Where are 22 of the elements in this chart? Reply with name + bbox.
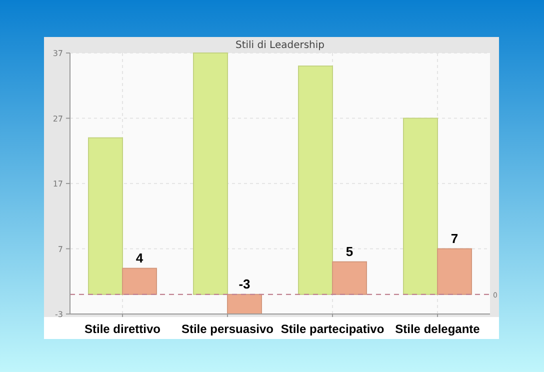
bar [437, 248, 472, 295]
bar [227, 294, 262, 314]
x-tick-label: Stile delegante [395, 322, 480, 336]
x-tick-label: Stile persuasivo [181, 322, 274, 336]
y-tick-label: 37 [52, 49, 63, 58]
y-tick-label: -3 [55, 310, 63, 319]
y-tick-label: 17 [52, 180, 63, 188]
data-label: 7 [450, 230, 458, 246]
bar [88, 137, 123, 295]
data-label: 5 [346, 244, 354, 259]
bar [332, 261, 367, 295]
chart-title: Stili di Leadership [235, 40, 325, 51]
x-tick-label: Stile direttivo [84, 322, 161, 336]
x-tick-label: Stile partecipativo [280, 322, 384, 336]
data-label: -3 [238, 276, 250, 292]
data-label: 4 [136, 250, 144, 266]
bar [193, 52, 228, 295]
bar [122, 268, 157, 295]
y-tick-label: 27 [52, 114, 63, 124]
bar [298, 66, 333, 295]
bar [403, 118, 438, 295]
y-tick-label: 7 [58, 244, 63, 254]
